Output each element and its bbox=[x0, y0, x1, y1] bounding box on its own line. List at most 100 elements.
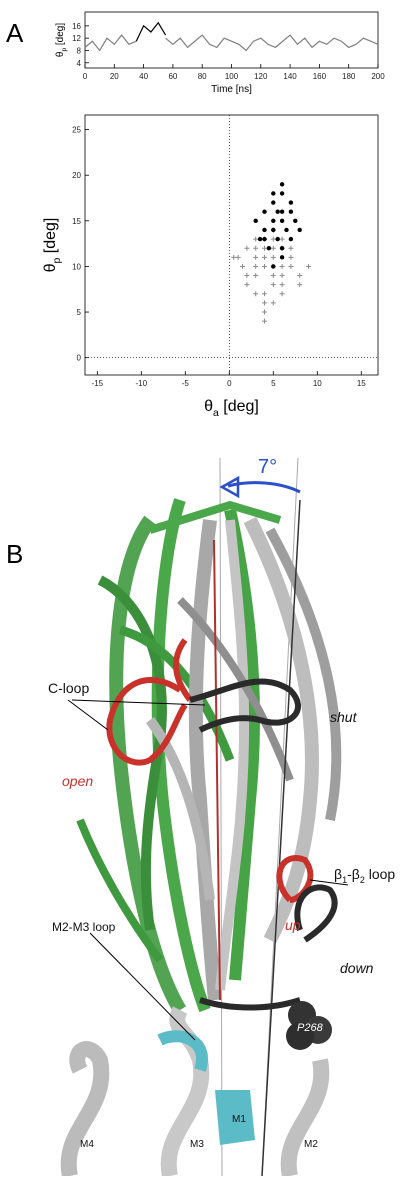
point bbox=[270, 236, 276, 242]
x-tick-label: 120 bbox=[254, 72, 268, 81]
angle-label: 7° bbox=[258, 456, 277, 478]
label-part: - bbox=[347, 866, 352, 882]
plot-frame bbox=[84, 114, 379, 376]
label-part: [deg] bbox=[219, 398, 259, 415]
point bbox=[253, 218, 258, 224]
point bbox=[271, 264, 276, 269]
point bbox=[297, 273, 303, 279]
label-part: β bbox=[334, 866, 342, 882]
point bbox=[270, 245, 276, 251]
point bbox=[270, 273, 276, 279]
point bbox=[261, 291, 267, 297]
panel-label: B bbox=[6, 539, 23, 569]
point bbox=[297, 227, 302, 233]
x-tick-label: 15 bbox=[357, 379, 366, 388]
label-part: loop bbox=[365, 866, 396, 882]
point bbox=[279, 191, 285, 196]
point bbox=[262, 236, 267, 242]
point bbox=[244, 273, 250, 279]
x-tick-label: -5 bbox=[182, 379, 190, 388]
x-tick-label: 100 bbox=[225, 72, 239, 81]
x-tick-label: 40 bbox=[139, 72, 148, 81]
point bbox=[271, 227, 276, 233]
x-tick-label: -10 bbox=[136, 379, 148, 388]
point bbox=[271, 200, 276, 205]
point bbox=[288, 200, 294, 205]
x-tick-label: 0 bbox=[227, 379, 232, 388]
y-tick-label: 12 bbox=[72, 34, 81, 43]
label: M1 bbox=[232, 1114, 246, 1125]
point bbox=[261, 300, 267, 306]
y-axis-label: θp [deg] bbox=[55, 23, 68, 57]
point bbox=[279, 182, 285, 187]
label: P268 bbox=[297, 1022, 324, 1034]
point bbox=[279, 273, 285, 279]
point bbox=[270, 282, 276, 288]
point bbox=[261, 309, 267, 315]
point bbox=[288, 236, 294, 242]
point bbox=[288, 263, 294, 269]
label: open bbox=[62, 773, 93, 789]
label-part: θ bbox=[204, 398, 213, 415]
y-tick-label: 8 bbox=[77, 46, 82, 55]
label-part: a bbox=[213, 408, 219, 419]
x-tick-label: 60 bbox=[168, 72, 177, 81]
label-part: 1 bbox=[342, 875, 347, 885]
label-part: θ bbox=[42, 263, 59, 272]
x-tick-label: -15 bbox=[92, 379, 104, 388]
point bbox=[288, 254, 294, 260]
y-tick-label: 25 bbox=[72, 126, 81, 135]
panel-label: A bbox=[6, 18, 24, 48]
label: M2 bbox=[304, 1139, 318, 1150]
point bbox=[279, 236, 285, 242]
point bbox=[253, 254, 259, 260]
point bbox=[279, 282, 285, 288]
point bbox=[231, 254, 237, 260]
point bbox=[297, 282, 303, 288]
label-part: p bbox=[61, 48, 68, 52]
point bbox=[257, 236, 263, 242]
x-tick-label: 180 bbox=[342, 72, 356, 81]
label: down bbox=[340, 960, 374, 976]
x-axis-label: θa [deg] bbox=[204, 398, 259, 419]
point bbox=[261, 254, 267, 260]
protein-structure bbox=[60, 457, 349, 1178]
point bbox=[262, 227, 267, 233]
timeseries: 0 20 40 60 80 100 120 140 160 180 200 4 8 12 16 Time [n… bbox=[55, 21, 385, 95]
point bbox=[262, 209, 267, 214]
label: M3 bbox=[190, 1139, 204, 1150]
point bbox=[279, 255, 285, 260]
y-tick-label: 15 bbox=[72, 217, 81, 226]
label: shut bbox=[330, 709, 358, 725]
point bbox=[279, 263, 285, 269]
point bbox=[275, 236, 280, 242]
point bbox=[261, 318, 267, 324]
x-tick-label: 5 bbox=[271, 379, 276, 388]
point bbox=[253, 236, 259, 242]
point bbox=[279, 209, 285, 214]
line-series bbox=[135, 21, 167, 42]
x-tick-label: 140 bbox=[283, 72, 297, 81]
point bbox=[288, 245, 294, 251]
point bbox=[288, 209, 294, 214]
point bbox=[261, 263, 267, 269]
point bbox=[235, 254, 241, 260]
label: C-loop bbox=[48, 680, 89, 696]
point bbox=[253, 291, 259, 297]
label: M4 bbox=[80, 1139, 94, 1150]
label: M2-M3 loop bbox=[52, 920, 116, 934]
x-tick-label: 20 bbox=[110, 72, 119, 81]
point bbox=[305, 263, 311, 269]
point bbox=[239, 263, 245, 269]
y-axis-label: θp [deg] bbox=[42, 218, 63, 273]
point bbox=[279, 291, 285, 297]
label: β1-β2 loop bbox=[334, 866, 395, 885]
y-tick-label: 4 bbox=[77, 59, 82, 68]
label-part: [deg] bbox=[55, 23, 66, 48]
y-tick-label: 5 bbox=[77, 308, 82, 317]
point bbox=[261, 245, 267, 251]
point bbox=[253, 263, 259, 269]
x-tick-label: 0 bbox=[83, 72, 88, 81]
plot-frame bbox=[84, 11, 379, 69]
